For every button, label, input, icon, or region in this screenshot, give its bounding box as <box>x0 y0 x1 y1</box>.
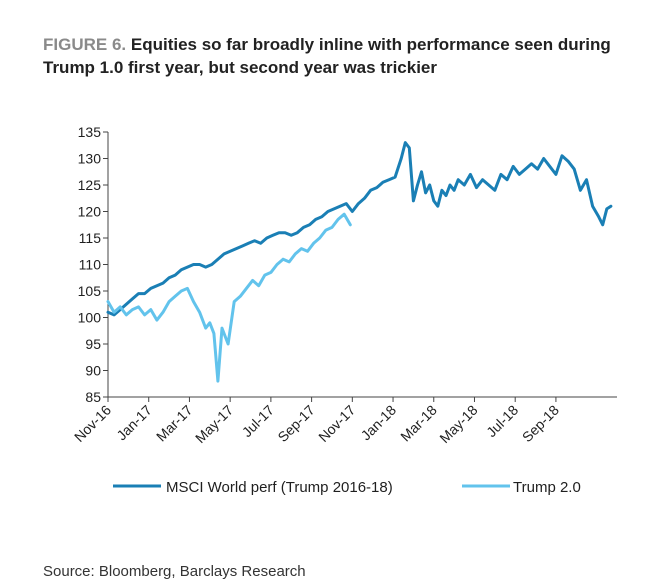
series-lines <box>106 141 613 383</box>
y-axis: 85 90 95 100 105 110 115 120 125 130 135 <box>78 124 109 405</box>
source-note: Source: Bloomberg, Barclays Research <box>43 563 306 580</box>
x-tick-label: May-18 <box>436 402 480 446</box>
series-line-trump2 <box>106 212 352 383</box>
figure-title-text: Equities so far broadly inline with perf… <box>43 35 611 77</box>
x-tick-label: Mar-18 <box>397 402 440 445</box>
y-tick-label: 110 <box>79 257 102 273</box>
series-line-msci <box>106 141 613 317</box>
y-tick-label: 125 <box>78 177 102 193</box>
y-tick-label: 130 <box>78 151 102 167</box>
x-tick-label: Jul-17 <box>239 402 277 440</box>
x-tick-label: Nov-16 <box>71 402 114 445</box>
y-tick-label: 100 <box>78 310 102 326</box>
x-tick-label: Jul-18 <box>483 402 521 440</box>
chart-title: FIGURE 6. Equities so far broadly inline… <box>43 33 653 79</box>
figure-label: FIGURE 6. <box>43 35 127 54</box>
legend: MSCI World perf (Trump 2016-18) Trump 2.… <box>113 479 581 496</box>
x-tick-label: May-17 <box>192 402 236 446</box>
x-tick-label: Mar-17 <box>153 402 196 445</box>
y-tick-label: 105 <box>78 283 102 299</box>
y-tick-label: 120 <box>78 204 102 220</box>
y-tick-label: 90 <box>85 363 101 379</box>
x-tick-label: Nov-17 <box>315 402 358 445</box>
y-tick-label: 95 <box>85 336 101 352</box>
x-tick-label: Sep-18 <box>519 402 562 445</box>
x-tick-label: Jan-17 <box>113 402 155 444</box>
legend-label-trump2: Trump 2.0 <box>513 479 581 496</box>
legend-label-msci: MSCI World perf (Trump 2016-18) <box>166 479 393 496</box>
y-tick-label: 115 <box>79 230 102 246</box>
x-tick-label: Jan-18 <box>358 402 400 444</box>
x-tick-label: Sep-17 <box>274 402 317 445</box>
y-tick-label: 85 <box>85 389 101 405</box>
y-tick-label: 135 <box>78 124 102 140</box>
